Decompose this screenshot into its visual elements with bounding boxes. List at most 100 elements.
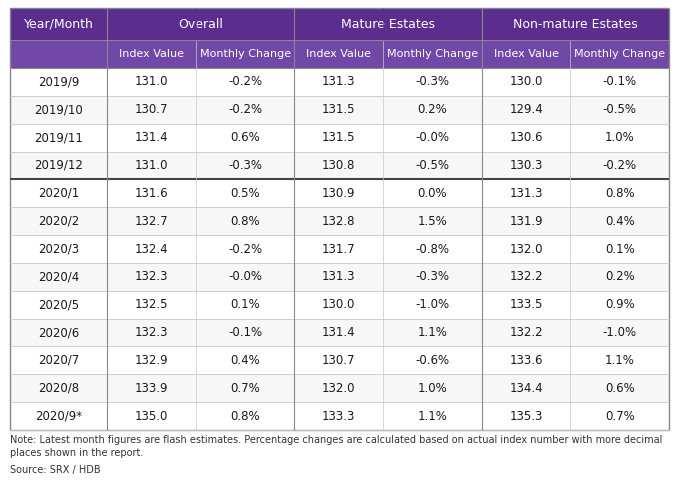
- Bar: [196, 151, 295, 179]
- Text: 0.0%: 0.0%: [418, 187, 447, 200]
- Bar: [295, 96, 383, 124]
- Text: 131.5: 131.5: [322, 103, 356, 116]
- Text: 0.4%: 0.4%: [230, 354, 260, 367]
- Text: 2020/2: 2020/2: [38, 215, 79, 228]
- Text: Index Value: Index Value: [494, 49, 559, 59]
- Bar: [295, 346, 383, 374]
- Bar: [570, 68, 669, 96]
- Text: 131.6: 131.6: [134, 187, 168, 200]
- Text: 131.3: 131.3: [322, 270, 356, 283]
- Text: 0.6%: 0.6%: [605, 382, 635, 395]
- Bar: [383, 374, 481, 402]
- Bar: [570, 207, 669, 235]
- Bar: [481, 263, 570, 291]
- Bar: [10, 319, 107, 346]
- Bar: [383, 124, 481, 151]
- Text: -0.2%: -0.2%: [228, 243, 262, 255]
- Bar: [107, 207, 196, 235]
- Text: 129.4: 129.4: [509, 103, 543, 116]
- Bar: [107, 124, 196, 151]
- Text: Note: Latest month figures are flash estimates. Percentage changes are calculate: Note: Latest month figures are flash est…: [10, 435, 663, 458]
- Bar: [196, 374, 295, 402]
- Bar: [570, 124, 669, 151]
- Text: 132.2: 132.2: [509, 326, 543, 339]
- Bar: [481, 291, 570, 319]
- Bar: [10, 179, 107, 207]
- Text: 2020/3: 2020/3: [38, 243, 79, 255]
- Text: Index Value: Index Value: [119, 49, 184, 59]
- Bar: [481, 124, 570, 151]
- Bar: [10, 346, 107, 374]
- Text: 131.0: 131.0: [134, 75, 168, 89]
- Text: 133.9: 133.9: [134, 382, 168, 395]
- Bar: [196, 263, 295, 291]
- Bar: [196, 179, 295, 207]
- Text: 131.0: 131.0: [134, 159, 168, 172]
- Bar: [570, 402, 669, 430]
- Bar: [481, 96, 570, 124]
- Bar: [196, 319, 295, 346]
- Bar: [196, 402, 295, 430]
- Text: 131.4: 131.4: [322, 326, 356, 339]
- Bar: [10, 402, 107, 430]
- Text: 2020/5: 2020/5: [38, 298, 79, 311]
- Text: 131.7: 131.7: [322, 243, 356, 255]
- Text: Monthly Change: Monthly Change: [200, 49, 291, 59]
- Text: -0.2%: -0.2%: [228, 103, 262, 116]
- Bar: [570, 374, 669, 402]
- Text: 131.4: 131.4: [134, 131, 168, 144]
- Text: Mature Estates: Mature Estates: [341, 17, 435, 31]
- Bar: [10, 40, 107, 68]
- Text: 0.2%: 0.2%: [605, 270, 635, 283]
- Text: 130.3: 130.3: [509, 159, 543, 172]
- Bar: [196, 68, 295, 96]
- Bar: [383, 263, 481, 291]
- Text: -0.5%: -0.5%: [603, 103, 637, 116]
- Bar: [383, 151, 481, 179]
- Text: 131.3: 131.3: [322, 75, 356, 89]
- Bar: [383, 68, 481, 96]
- Bar: [570, 40, 669, 68]
- Bar: [481, 207, 570, 235]
- Text: 2019/12: 2019/12: [34, 159, 83, 172]
- Text: 0.1%: 0.1%: [230, 298, 260, 311]
- Text: -0.8%: -0.8%: [416, 243, 449, 255]
- Bar: [295, 8, 481, 40]
- Text: 132.2: 132.2: [509, 270, 543, 283]
- Text: -1.0%: -1.0%: [603, 326, 637, 339]
- Bar: [10, 8, 107, 40]
- Text: -0.1%: -0.1%: [228, 326, 262, 339]
- Text: 132.4: 132.4: [134, 243, 168, 255]
- Bar: [570, 235, 669, 263]
- Bar: [295, 124, 383, 151]
- Bar: [570, 291, 669, 319]
- Bar: [570, 319, 669, 346]
- Text: -1.0%: -1.0%: [416, 298, 449, 311]
- Text: 2020/9*: 2020/9*: [35, 409, 82, 423]
- Text: Index Value: Index Value: [306, 49, 371, 59]
- Text: 132.5: 132.5: [134, 298, 168, 311]
- Bar: [295, 402, 383, 430]
- Text: 130.8: 130.8: [322, 159, 356, 172]
- Bar: [383, 40, 481, 68]
- Text: 132.0: 132.0: [509, 243, 543, 255]
- Bar: [107, 319, 196, 346]
- Bar: [107, 40, 196, 68]
- Bar: [196, 124, 295, 151]
- Text: 0.1%: 0.1%: [605, 243, 635, 255]
- Bar: [107, 179, 196, 207]
- Text: 130.7: 130.7: [134, 103, 168, 116]
- Text: -0.0%: -0.0%: [416, 131, 449, 144]
- Bar: [383, 235, 481, 263]
- Bar: [295, 235, 383, 263]
- Text: 132.8: 132.8: [322, 215, 356, 228]
- Bar: [481, 319, 570, 346]
- Text: 135.3: 135.3: [509, 409, 543, 423]
- Bar: [107, 374, 196, 402]
- Text: Year/Month: Year/Month: [24, 17, 94, 31]
- Text: 130.0: 130.0: [509, 75, 543, 89]
- Text: 134.4: 134.4: [509, 382, 543, 395]
- Bar: [481, 374, 570, 402]
- Text: 2020/1: 2020/1: [38, 187, 79, 200]
- Bar: [295, 207, 383, 235]
